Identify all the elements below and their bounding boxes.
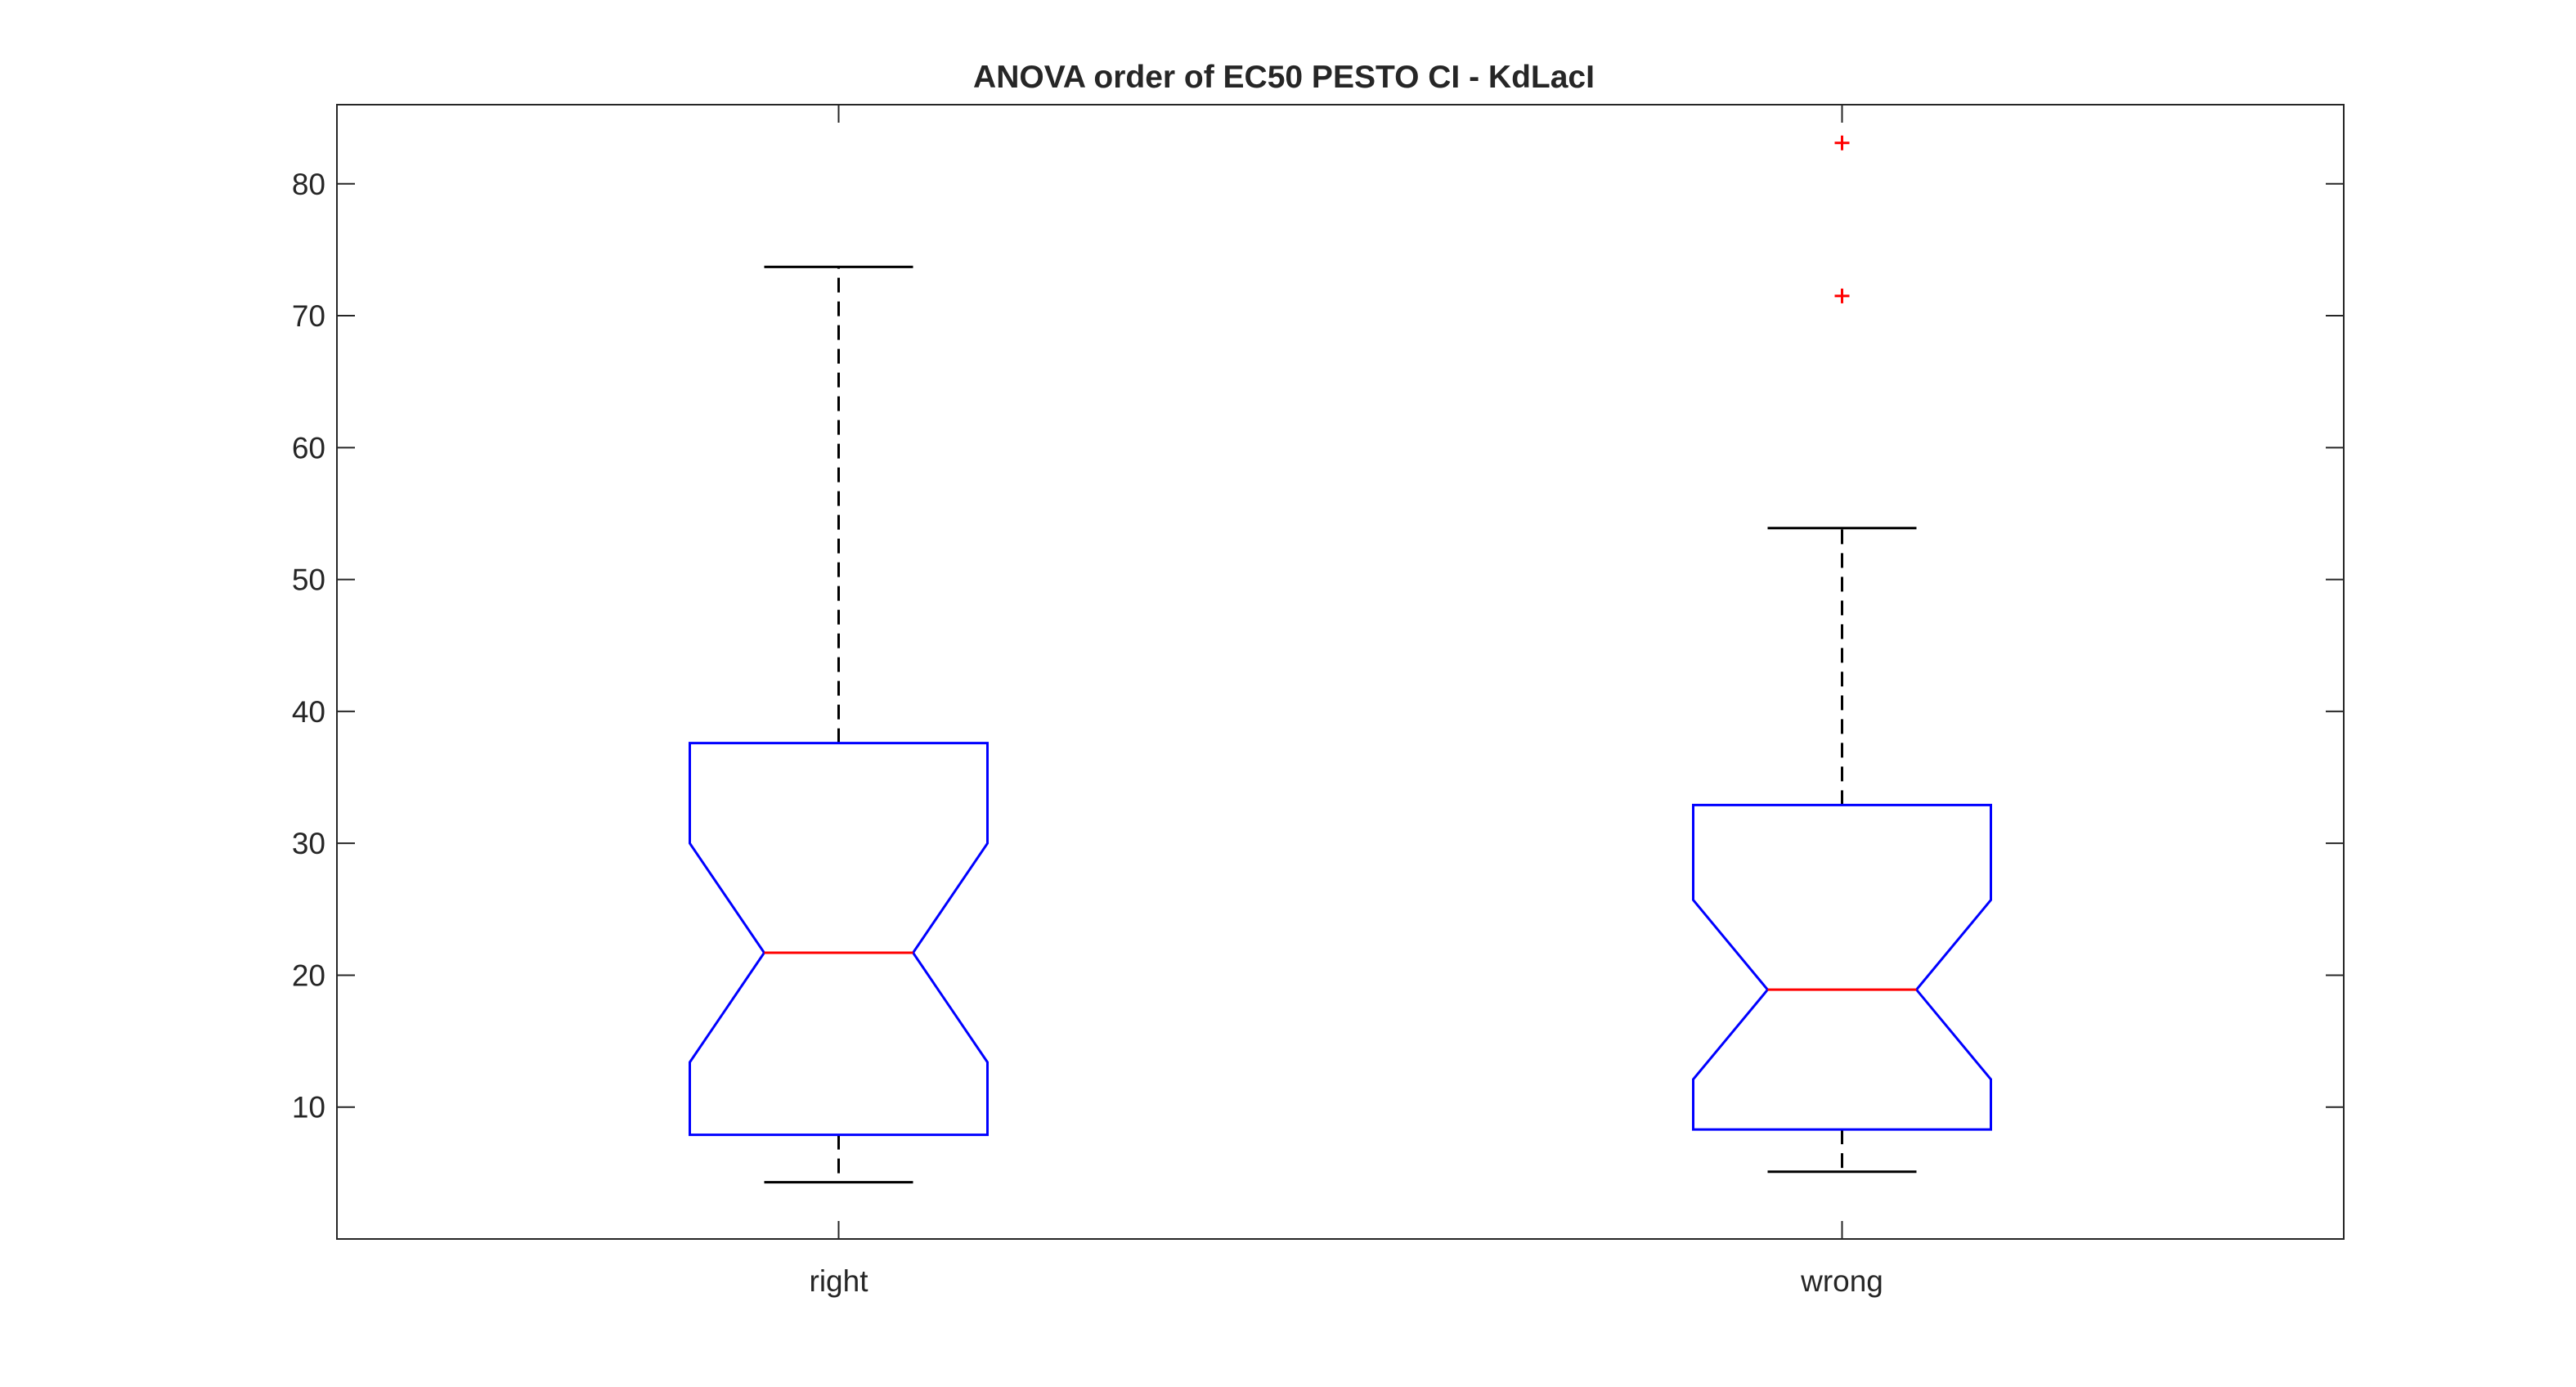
outlier-point <box>1834 135 1850 150</box>
plot-area-frame <box>336 104 2345 1240</box>
y-tick-label: 30 <box>292 827 325 860</box>
notched-box <box>1692 803 1992 1131</box>
y-tick-label: 40 <box>292 695 325 729</box>
y-tick-label: 20 <box>292 958 325 992</box>
outlier-point <box>1834 288 1850 303</box>
y-tick-label: 70 <box>292 299 325 333</box>
y-tick-label: 80 <box>292 168 325 201</box>
x-tick-label: wrong <box>1800 1264 1883 1298</box>
y-tick-label: 60 <box>292 431 325 465</box>
y-tick-label: 50 <box>292 563 325 597</box>
y-tick-label: 10 <box>292 1091 325 1124</box>
chart-title: ANOVA order of EC50 PESTO CI - KdLacI <box>973 60 1595 95</box>
x-tick-label: right <box>810 1264 869 1298</box>
notched-box <box>689 742 989 1137</box>
